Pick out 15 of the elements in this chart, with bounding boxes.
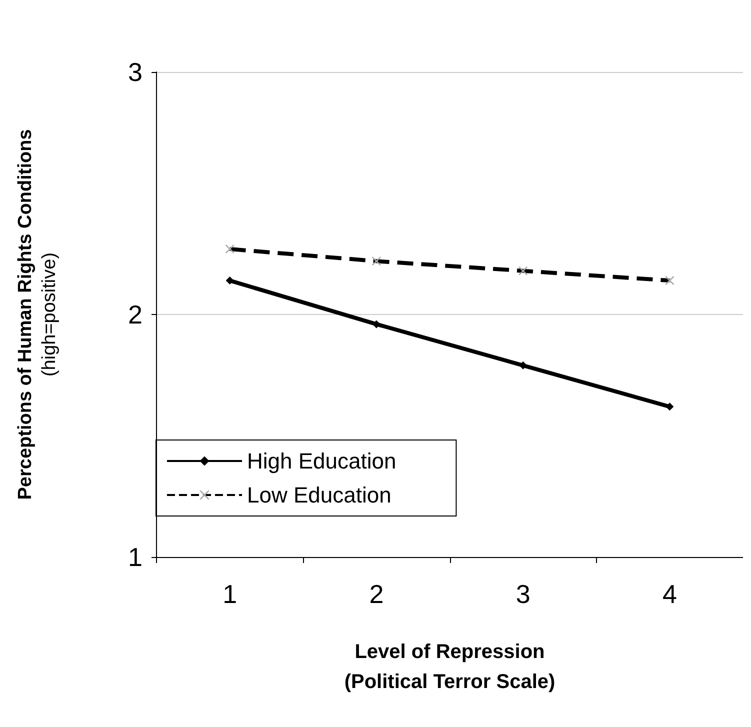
- point: [666, 402, 674, 411]
- point: [226, 276, 234, 285]
- y-tick-label: 2: [128, 300, 142, 330]
- y-tick-label: 1: [128, 542, 142, 572]
- x-tick-label: 1: [222, 579, 238, 609]
- x-axis-title: Level of Repression (Political Terror Scale): [344, 641, 556, 693]
- point: [519, 361, 528, 370]
- y-axis-title: Perceptions of Human Rights Conditions (high=positive): [15, 129, 60, 500]
- legend-label: High Education: [247, 448, 396, 474]
- y-tick-label: 3: [128, 57, 142, 87]
- x-tick-label: 4: [662, 579, 677, 609]
- point: [372, 320, 380, 328]
- legend-label: Low Education: [247, 482, 392, 508]
- x-tick-label: 3: [516, 579, 530, 609]
- x-tick-label: 2: [369, 579, 384, 609]
